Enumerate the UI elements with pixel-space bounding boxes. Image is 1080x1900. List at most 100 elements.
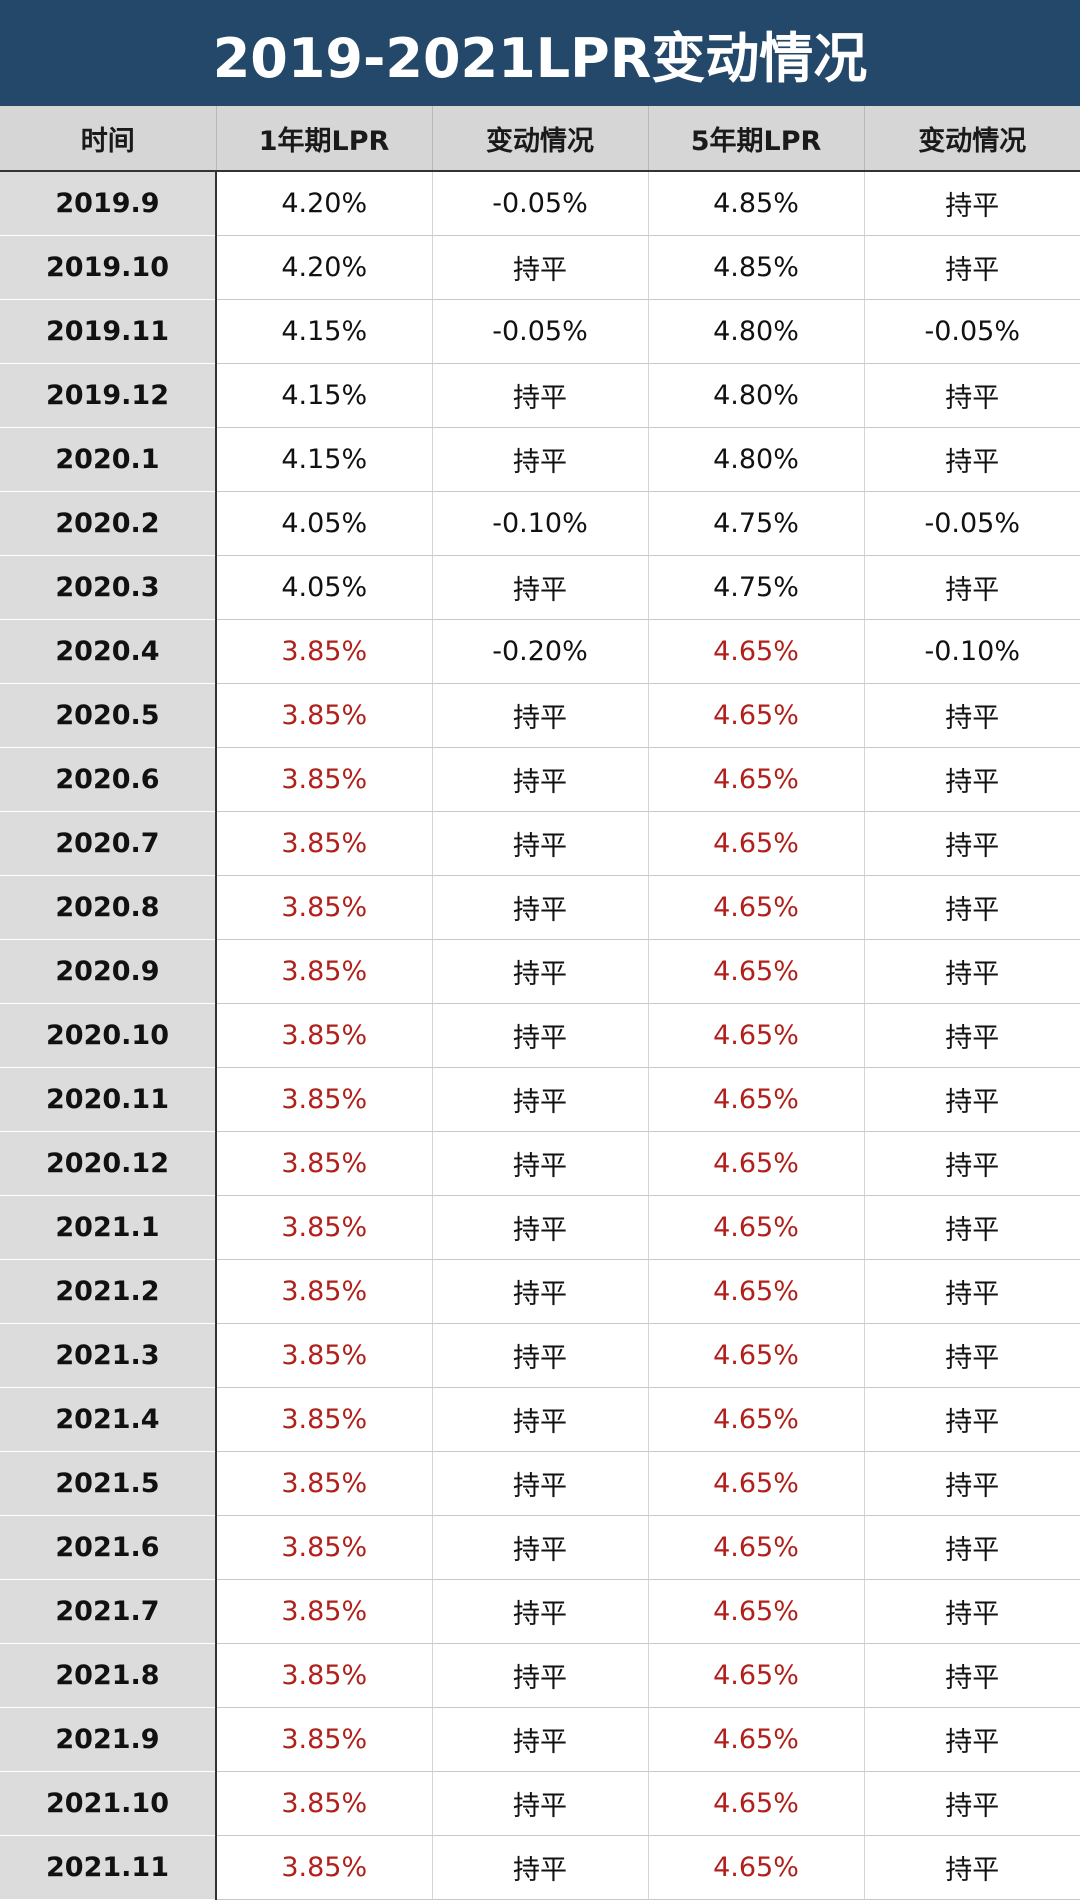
lpr-1y-cell: 3.85% [216, 1515, 433, 1580]
table-row: 2021.9 3.85% 持平 4.65% 持平 [0, 1707, 1080, 1772]
header-row: 时间 1年期LPR 变动情况 5年期LPR 变动情况 [0, 106, 1080, 172]
date-cell: 2021.8 [0, 1643, 217, 1708]
date-cell: 2020.5 [0, 683, 217, 748]
lpr-1y-cell: 4.15% [216, 363, 433, 428]
table-row: 2020.12 3.85% 持平 4.65% 持平 [0, 1131, 1080, 1196]
change-5y-cell: -0.10% [864, 619, 1080, 684]
change-5y-cell: 持平 [864, 363, 1080, 428]
table-row: 2020.11 3.85% 持平 4.65% 持平 [0, 1067, 1080, 1132]
change-1y-cell: 持平 [432, 1451, 649, 1516]
header-lpr-1y: 1年期LPR [216, 106, 433, 172]
table-row: 2021.2 3.85% 持平 4.65% 持平 [0, 1259, 1080, 1324]
table-row: 2021.7 3.85% 持平 4.65% 持平 [0, 1579, 1080, 1644]
lpr-5y-cell: 4.85% [648, 235, 865, 300]
lpr-5y-cell: 4.65% [648, 1195, 865, 1260]
table-row: 2020.4 3.85% -0.20% 4.65% -0.10% [0, 619, 1080, 684]
lpr-5y-cell: 4.80% [648, 299, 865, 364]
change-5y-cell: 持平 [864, 1131, 1080, 1196]
table-row: 2021.8 3.85% 持平 4.65% 持平 [0, 1643, 1080, 1708]
change-1y-cell: 持平 [432, 555, 649, 620]
change-1y-cell: 持平 [432, 811, 649, 876]
lpr-5y-cell: 4.65% [648, 939, 865, 1004]
date-cell: 2021.9 [0, 1707, 217, 1772]
date-cell: 2021.3 [0, 1323, 217, 1388]
lpr-1y-cell: 3.85% [216, 1067, 433, 1132]
table-row: 2019.10 4.20% 持平 4.85% 持平 [0, 235, 1080, 300]
change-5y-cell: 持平 [864, 555, 1080, 620]
lpr-1y-cell: 4.05% [216, 555, 433, 620]
lpr-5y-cell: 4.65% [648, 619, 865, 684]
date-cell: 2020.1 [0, 427, 217, 492]
change-1y-cell: 持平 [432, 1579, 649, 1644]
change-5y-cell: -0.05% [864, 491, 1080, 556]
change-5y-cell: 持平 [864, 1835, 1080, 1900]
lpr-1y-cell: 4.15% [216, 299, 433, 364]
date-cell: 2021.6 [0, 1515, 217, 1580]
lpr-5y-cell: 4.65% [648, 747, 865, 812]
lpr-1y-cell: 3.85% [216, 1579, 433, 1644]
change-1y-cell: 持平 [432, 1707, 649, 1772]
change-5y-cell: 持平 [864, 1195, 1080, 1260]
lpr-5y-cell: 4.80% [648, 363, 865, 428]
date-cell: 2019.11 [0, 299, 217, 364]
change-1y-cell: 持平 [432, 1387, 649, 1452]
lpr-1y-cell: 3.85% [216, 1003, 433, 1068]
lpr-5y-cell: 4.75% [648, 491, 865, 556]
change-5y-cell: 持平 [864, 1451, 1080, 1516]
date-cell: 2020.3 [0, 555, 217, 620]
lpr-1y-cell: 3.85% [216, 1835, 433, 1900]
lpr-1y-cell: 3.85% [216, 1771, 433, 1836]
date-cell: 2021.11 [0, 1835, 217, 1900]
lpr-1y-cell: 3.85% [216, 939, 433, 1004]
table-row: 2020.3 4.05% 持平 4.75% 持平 [0, 555, 1080, 620]
table-row: 2021.11 3.85% 持平 4.65% 持平 [0, 1835, 1080, 1900]
table-row: 2020.6 3.85% 持平 4.65% 持平 [0, 747, 1080, 812]
lpr-5y-cell: 4.65% [648, 1771, 865, 1836]
lpr-5y-cell: 4.80% [648, 427, 865, 492]
change-1y-cell: 持平 [432, 363, 649, 428]
lpr-1y-cell: 3.85% [216, 1451, 433, 1516]
lpr-1y-cell: 4.20% [216, 171, 433, 236]
change-1y-cell: 持平 [432, 939, 649, 1004]
lpr-5y-cell: 4.65% [648, 1643, 865, 1708]
lpr-5y-cell: 4.65% [648, 1387, 865, 1452]
change-1y-cell: 持平 [432, 1003, 649, 1068]
change-1y-cell: 持平 [432, 747, 649, 812]
lpr-5y-cell: 4.65% [648, 875, 865, 940]
table-row: 2019.9 4.20% -0.05% 4.85% 持平 [0, 171, 1080, 236]
header-lpr-5y: 5年期LPR [648, 106, 865, 172]
date-cell: 2020.10 [0, 1003, 217, 1068]
lpr-5y-cell: 4.85% [648, 171, 865, 236]
table-row: 2021.6 3.85% 持平 4.65% 持平 [0, 1515, 1080, 1580]
change-1y-cell: 持平 [432, 1067, 649, 1132]
lpr-5y-cell: 4.65% [648, 1131, 865, 1196]
table-row: 2021.5 3.85% 持平 4.65% 持平 [0, 1451, 1080, 1516]
lpr-5y-cell: 4.65% [648, 1579, 865, 1644]
change-5y-cell: 持平 [864, 1003, 1080, 1068]
change-5y-cell: 持平 [864, 939, 1080, 1004]
date-cell: 2021.2 [0, 1259, 217, 1324]
table-row: 2019.11 4.15% -0.05% 4.80% -0.05% [0, 299, 1080, 364]
lpr-1y-cell: 3.85% [216, 1707, 433, 1772]
change-5y-cell: 持平 [864, 683, 1080, 748]
date-cell: 2021.7 [0, 1579, 217, 1644]
lpr-5y-cell: 4.65% [648, 1707, 865, 1772]
lpr-5y-cell: 4.65% [648, 1515, 865, 1580]
table-row: 2020.7 3.85% 持平 4.65% 持平 [0, 811, 1080, 876]
lpr-5y-cell: 4.65% [648, 683, 865, 748]
change-5y-cell: 持平 [864, 875, 1080, 940]
lpr-1y-cell: 3.85% [216, 619, 433, 684]
change-5y-cell: 持平 [864, 1643, 1080, 1708]
table-row: 2021.3 3.85% 持平 4.65% 持平 [0, 1323, 1080, 1388]
lpr-1y-cell: 4.05% [216, 491, 433, 556]
change-5y-cell: 持平 [864, 811, 1080, 876]
table-row: 2020.9 3.85% 持平 4.65% 持平 [0, 939, 1080, 1004]
date-cell: 2020.7 [0, 811, 217, 876]
date-cell: 2020.9 [0, 939, 217, 1004]
change-1y-cell: 持平 [432, 427, 649, 492]
lpr-1y-cell: 3.85% [216, 875, 433, 940]
change-5y-cell: 持平 [864, 171, 1080, 236]
lpr-5y-cell: 4.65% [648, 1259, 865, 1324]
date-cell: 2021.10 [0, 1771, 217, 1836]
